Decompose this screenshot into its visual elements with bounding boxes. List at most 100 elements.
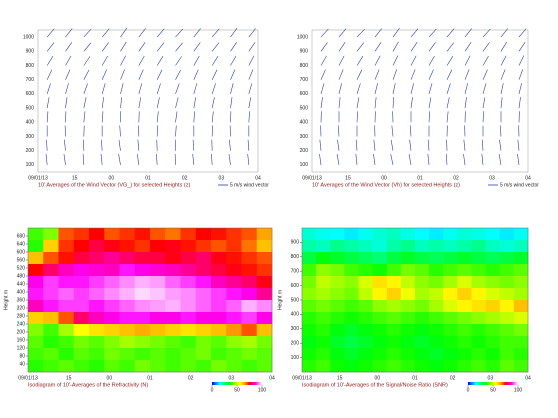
- heat-cell: [415, 228, 430, 241]
- heat-cell: [400, 240, 416, 253]
- y-tick-label: 100: [291, 355, 300, 361]
- wind-vector: [65, 97, 68, 109]
- heat-cell: [73, 252, 90, 265]
- heat-cell: [119, 252, 136, 265]
- wind-vector: [83, 97, 87, 109]
- wind-vector: [392, 28, 400, 38]
- heat-cell: [358, 360, 373, 373]
- heat-cell: [104, 336, 120, 349]
- heat-cell: [150, 252, 166, 265]
- heat-cell: [316, 324, 331, 337]
- heat-cell: [415, 264, 430, 277]
- heat-cell: [195, 240, 212, 253]
- wind-vector: [446, 42, 455, 52]
- heat-cell: [28, 348, 44, 361]
- heat-cell: [211, 360, 227, 373]
- heat-cell: [443, 288, 458, 301]
- wind-vector: [428, 97, 432, 109]
- heat-cell: [89, 252, 105, 265]
- heat-cell: [119, 300, 136, 313]
- heat-cell: [415, 336, 430, 349]
- heat-cell: [386, 300, 402, 313]
- heat-cell: [330, 300, 345, 313]
- heat-cell: [58, 348, 75, 361]
- legend-label: 5 m/s wind vector: [230, 182, 269, 188]
- heat-cell: [358, 312, 373, 325]
- heat-cell: [443, 348, 458, 361]
- wind-vector: [101, 83, 106, 94]
- heat-cell: [400, 300, 416, 313]
- wind-vector: [65, 69, 71, 80]
- heat-cell: [28, 312, 44, 325]
- heat-cell: [372, 324, 388, 337]
- wind-vector: [355, 153, 358, 165]
- heat-cell: [104, 252, 120, 265]
- heat-cell: [241, 360, 258, 373]
- heat-cell: [443, 264, 458, 277]
- wind-vector: [46, 69, 53, 80]
- y-tick-label: 120: [17, 345, 26, 351]
- wind-vector: [46, 56, 54, 66]
- wind-vector: [518, 55, 525, 66]
- wind-vector: [374, 69, 380, 80]
- heat-cell: [58, 312, 75, 325]
- heat-cell: [330, 312, 345, 325]
- heat-cell: [443, 252, 458, 265]
- wind-vector: [498, 154, 502, 165]
- x-tick-label: 04: [255, 175, 261, 181]
- heat-cell: [134, 312, 151, 325]
- heat-cell: [165, 300, 181, 313]
- wind-vector: [46, 111, 49, 123]
- wind-vector: [248, 83, 253, 94]
- wind-vector: [320, 28, 329, 38]
- wind-vector: [518, 83, 522, 94]
- heat-cell: [256, 324, 273, 337]
- wind-vector: [427, 139, 430, 151]
- x-tick-label: 02: [453, 175, 459, 181]
- wind-vector: [193, 111, 195, 123]
- wind-vector: [120, 69, 125, 80]
- heat-cell: [226, 348, 242, 361]
- heat-cell: [443, 240, 458, 253]
- heat-cell: [241, 288, 258, 301]
- heat-cell: [43, 264, 59, 277]
- heat-cell: [372, 252, 388, 265]
- wind-vector: [193, 97, 197, 109]
- heat-cell: [43, 228, 59, 241]
- wind-vector: [410, 28, 419, 38]
- heat-cell: [302, 228, 317, 241]
- wind-vector: [338, 42, 346, 52]
- wind-vector: [464, 42, 472, 52]
- heat-cell: [344, 360, 359, 373]
- heat-cell: [43, 312, 59, 325]
- heat-cell: [211, 288, 227, 301]
- heat-cell: [372, 240, 388, 253]
- heat-cell: [241, 300, 258, 313]
- wind-vector: [446, 97, 450, 109]
- heat-cell: [28, 240, 44, 253]
- heat-cell: [43, 276, 59, 289]
- y-tick-label: 440: [17, 281, 26, 287]
- heat-cell: [134, 252, 151, 265]
- wind-vector: [518, 28, 527, 38]
- heat-cell: [400, 252, 416, 265]
- wind-vector: [193, 83, 198, 94]
- heat-cell: [104, 288, 120, 301]
- heat-cell: [457, 336, 472, 349]
- heat-cell: [499, 252, 515, 265]
- heat-cell: [344, 252, 359, 265]
- wind-vector: [319, 153, 322, 165]
- wind-vector: [392, 83, 396, 94]
- heat-cell: [302, 252, 317, 265]
- heat-cell: [241, 264, 258, 277]
- colorbar-label: 50: [490, 387, 496, 393]
- y-tick-label: 500: [26, 105, 35, 111]
- heat-cell: [513, 324, 529, 337]
- wind-vector: [230, 28, 238, 38]
- heat-cell: [195, 360, 212, 373]
- wind-vector: [482, 111, 485, 123]
- colorbar-label: 0: [467, 387, 470, 393]
- heat-cell: [73, 336, 90, 349]
- wind-vector: [83, 28, 92, 38]
- caption: 10' Averages of the Wind Vector (Vh) for…: [312, 182, 460, 188]
